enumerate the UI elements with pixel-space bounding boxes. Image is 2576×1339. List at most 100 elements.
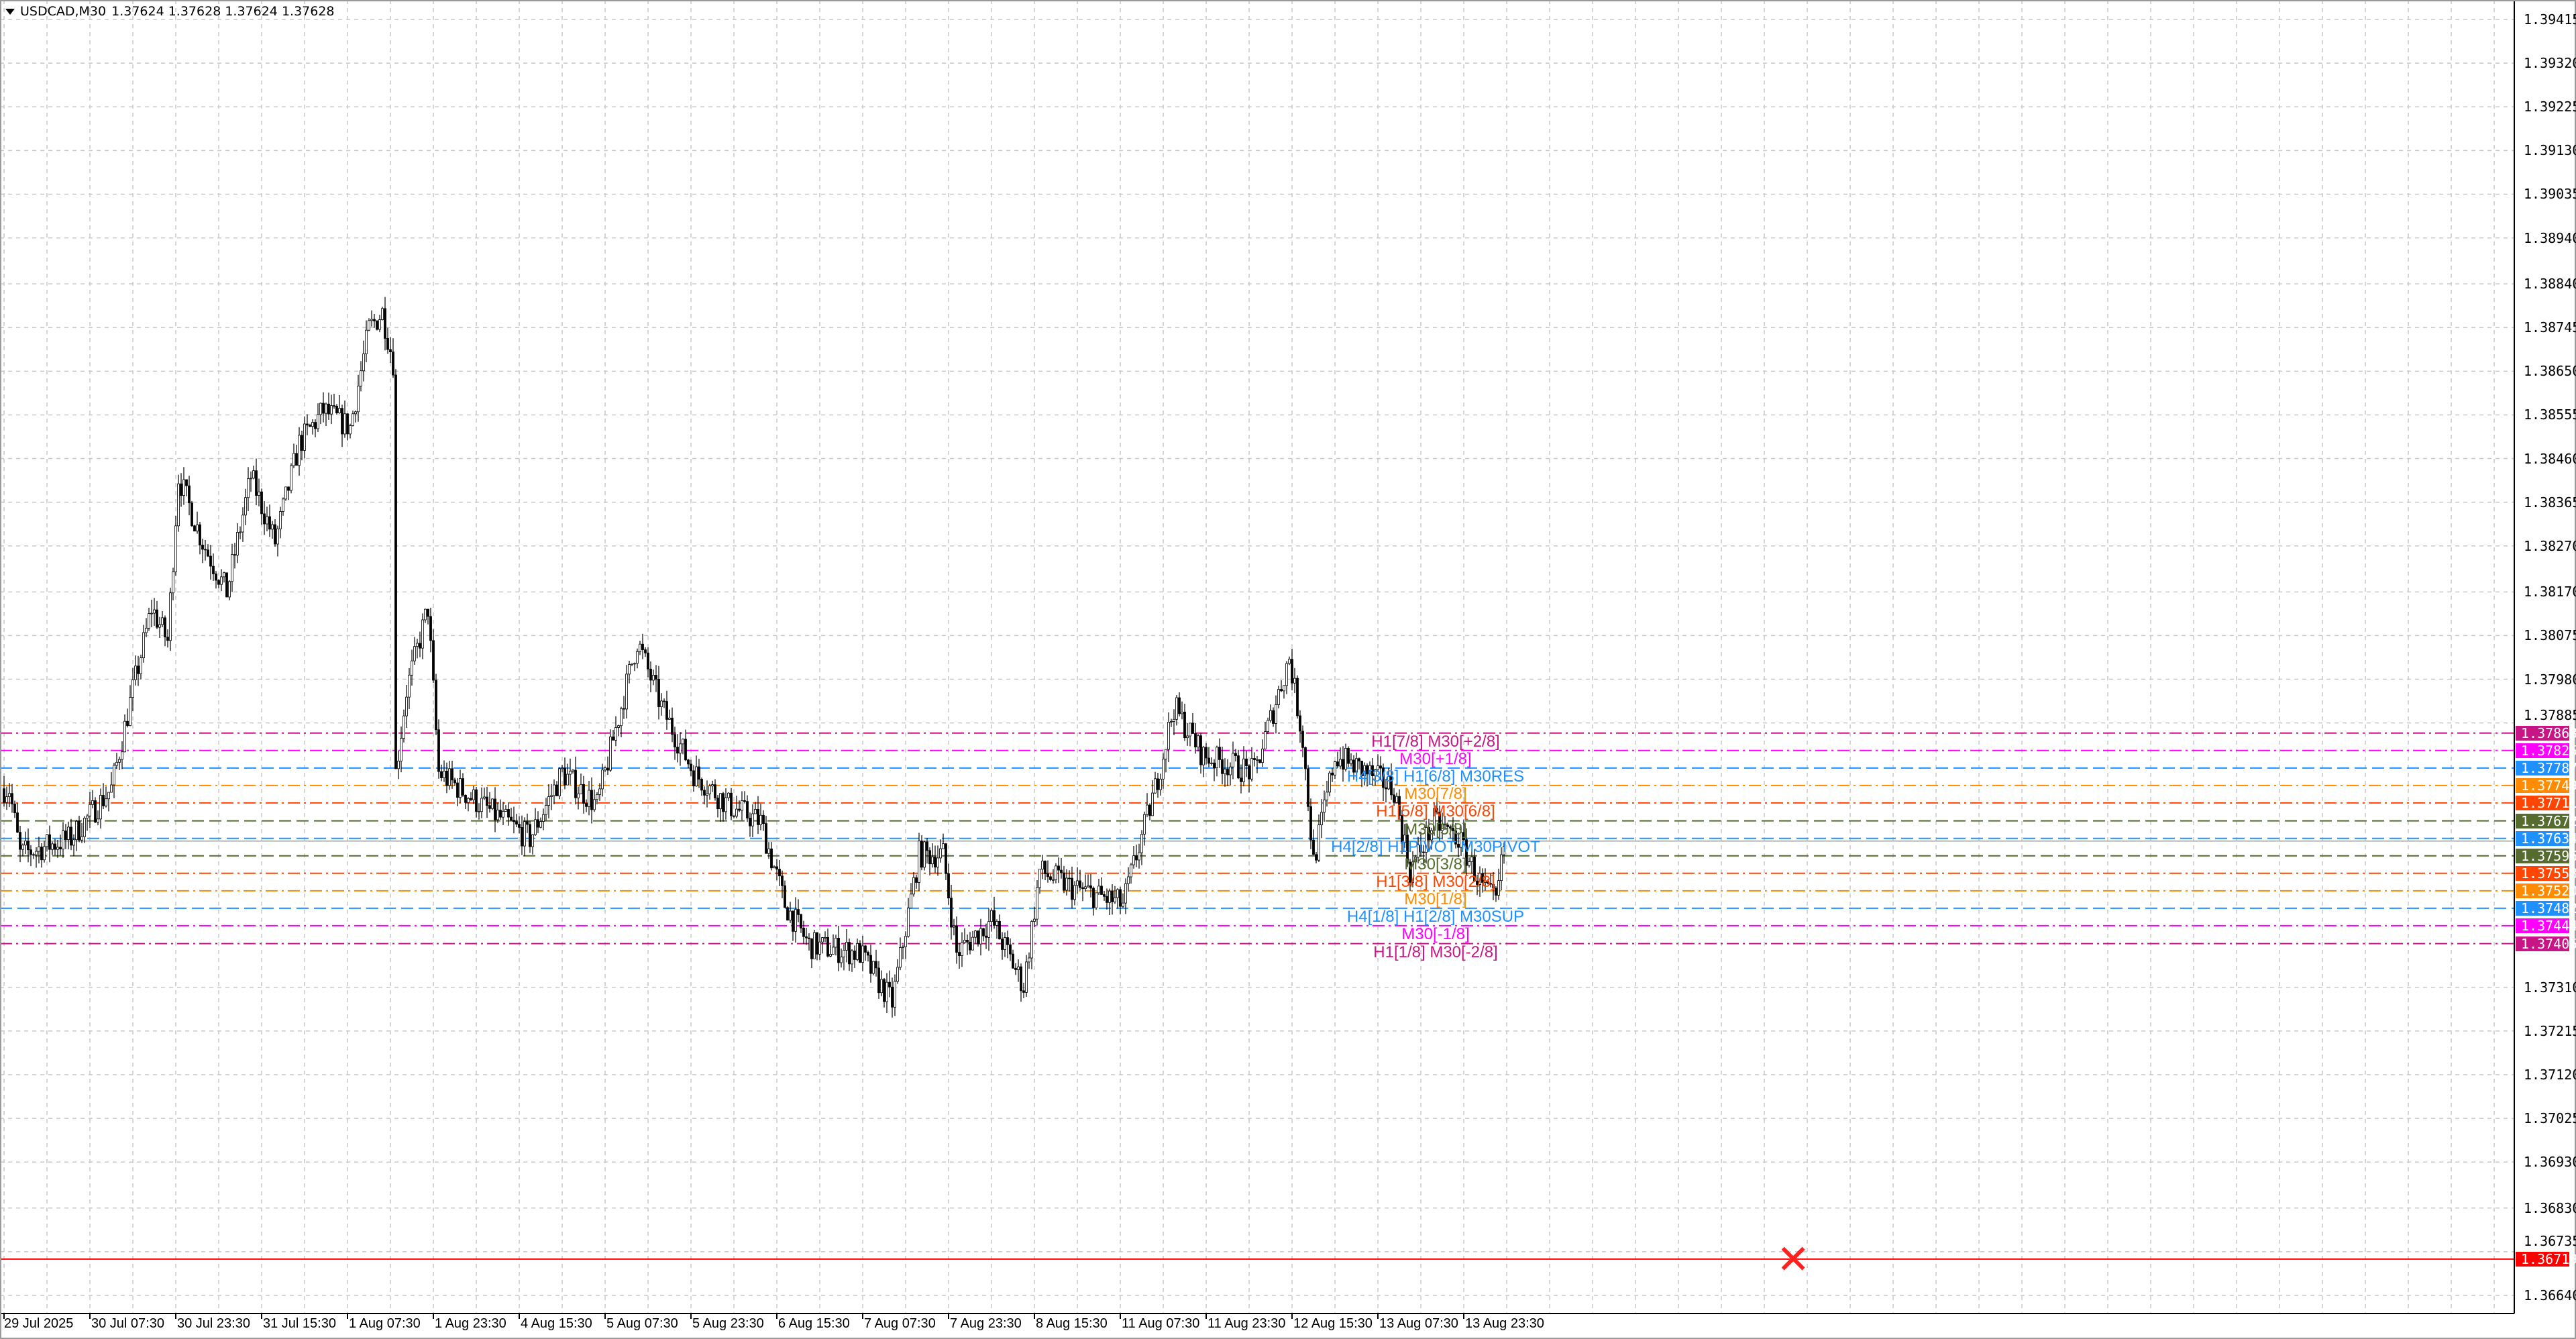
candle-bear — [1089, 885, 1092, 889]
candle-bull — [1055, 865, 1057, 880]
level-label: M30[7/8] — [1404, 784, 1467, 803]
candle-bear — [1382, 767, 1385, 788]
candle-bear — [810, 938, 813, 959]
candle-bear — [1454, 831, 1457, 845]
candle-bear — [1495, 888, 1497, 896]
candle-bull — [325, 403, 327, 414]
candle-bear — [950, 898, 953, 928]
candle-bull — [220, 576, 223, 585]
candle-bull — [448, 768, 451, 786]
candle-bear — [955, 925, 958, 953]
candle-bull — [539, 821, 542, 828]
candle-bear — [998, 921, 1001, 940]
candle-bear — [445, 771, 448, 786]
candle-bull — [545, 805, 547, 815]
price-tick-label: 1.37980 — [2524, 671, 2576, 688]
candle-bull — [1038, 869, 1041, 888]
candle-bear — [19, 832, 21, 850]
time-tick-label: 30 Jul 07:30 — [91, 1316, 164, 1331]
candle-bear — [440, 771, 443, 778]
time-tick-label: 7 Aug 07:30 — [864, 1316, 936, 1331]
candle-bear — [947, 873, 950, 899]
candle-bull — [118, 759, 121, 763]
candle-bear — [781, 875, 784, 886]
level-label: M30[5/8] — [1404, 820, 1467, 839]
candle-bear — [1100, 886, 1103, 895]
candle-bear — [1462, 832, 1465, 841]
candle-bull — [177, 483, 180, 527]
candle-bear — [164, 617, 166, 638]
candle-bull — [767, 848, 770, 854]
candle-bear — [1272, 710, 1275, 724]
candle-bull — [1076, 880, 1079, 886]
candle-bull — [534, 819, 537, 835]
candle-bull — [789, 910, 792, 921]
level-price-tag: 1.37405 — [2516, 936, 2576, 951]
candle-bull — [727, 792, 730, 798]
candle-bull — [1084, 886, 1087, 890]
candle-bull — [1283, 685, 1285, 692]
candle-bear — [255, 470, 258, 496]
candle-bull — [381, 308, 384, 320]
candle-bear — [529, 824, 531, 847]
candle-bull — [338, 408, 341, 413]
candle-bear — [16, 812, 19, 833]
candle-bear — [1009, 944, 1012, 955]
price-tick-label: 1.36640 — [2524, 1287, 2576, 1303]
candle-bear — [1240, 778, 1242, 782]
symbol-label: USDCAD,M30 — [20, 4, 107, 19]
candle-bear — [456, 782, 459, 798]
candle-bull — [1132, 855, 1135, 865]
candle-bear — [612, 736, 614, 741]
candle-bear — [306, 423, 309, 426]
candle-bear — [225, 572, 228, 598]
time-tick-label: 31 Jul 15:30 — [263, 1316, 336, 1331]
candle-bear — [1465, 839, 1468, 866]
candle-bull — [961, 942, 963, 956]
candle-bull — [365, 329, 368, 354]
candle-bear — [1135, 855, 1138, 861]
price-tick-label: 1.38460 — [2524, 450, 2576, 467]
candle-bull — [531, 834, 534, 847]
candle-bear — [869, 955, 872, 974]
candle-bull — [370, 319, 373, 321]
candle-bear — [1237, 755, 1240, 779]
candle-bull — [1175, 697, 1178, 720]
candle-bull — [89, 804, 91, 816]
candle-bull — [695, 766, 698, 787]
candle-bull — [142, 632, 145, 659]
candle-bull — [682, 739, 684, 745]
candle-bull — [8, 793, 11, 797]
candle-bull — [236, 532, 239, 555]
candle-bear — [1226, 769, 1229, 775]
candle-bull — [174, 525, 177, 572]
candle-bull — [1181, 711, 1183, 714]
candle-bull — [1108, 890, 1111, 903]
candle-bear — [743, 800, 746, 802]
candle-bull — [1275, 704, 1277, 724]
candle-bull — [872, 961, 875, 974]
price-tick-label: 1.38365 — [2524, 494, 2576, 511]
price-tick-label: 1.39320 — [2524, 55, 2576, 72]
candle-bull — [1087, 885, 1089, 888]
candle-bull — [1368, 765, 1371, 775]
candle-bull — [523, 821, 526, 847]
candle-bull — [1250, 758, 1253, 780]
close-x-marker-icon[interactable]: ✕ — [1776, 1236, 1811, 1283]
candle-bear — [1221, 759, 1224, 774]
candle-bear — [1366, 765, 1368, 775]
candle-bull — [561, 767, 564, 769]
candle-bear — [765, 823, 767, 854]
collapse-triangle-icon[interactable] — [5, 8, 15, 15]
candle-bear — [867, 952, 869, 956]
candle-bull — [459, 778, 462, 798]
candle-bull — [971, 936, 974, 951]
candle-bear — [429, 616, 432, 641]
candle-bear — [1245, 758, 1248, 767]
price-tick-label: 1.38555 — [2524, 407, 2576, 423]
candle-bear — [437, 729, 440, 772]
candle-bear — [1001, 939, 1004, 950]
candle-bear — [641, 643, 644, 650]
